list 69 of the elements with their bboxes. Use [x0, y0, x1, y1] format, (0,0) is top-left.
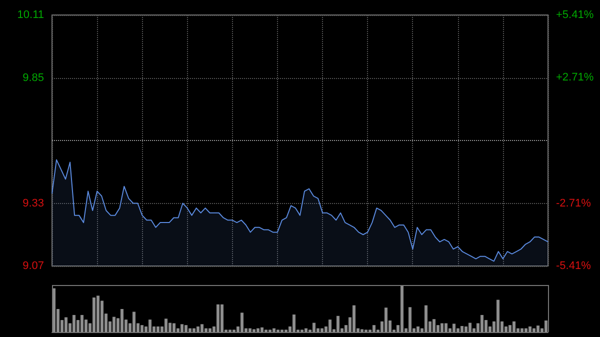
bar: [168, 322, 172, 332]
bar: [312, 322, 316, 332]
bar: [140, 325, 144, 332]
bar: [292, 314, 296, 332]
bar: [252, 329, 256, 332]
bar: [156, 326, 160, 332]
bar: [188, 328, 192, 332]
bar: [416, 326, 420, 332]
bar: [512, 321, 516, 332]
bar: [248, 328, 252, 332]
y-tick-label: 9.07: [22, 260, 44, 272]
bar: [480, 314, 484, 332]
bar: [408, 307, 412, 332]
bar: [112, 316, 116, 332]
bar: [184, 325, 188, 332]
bar: [464, 326, 468, 332]
bar: [536, 326, 540, 332]
y2-tick-label: -2.71%: [556, 197, 592, 210]
bar: [532, 328, 536, 332]
bar: [92, 298, 96, 332]
bar: [452, 324, 456, 332]
bar: [360, 329, 364, 332]
bar: [120, 309, 124, 332]
bar: [80, 314, 84, 332]
bar: [240, 312, 244, 332]
bar: [508, 325, 512, 332]
bar: [336, 316, 340, 332]
bar: [424, 305, 428, 332]
bar: [204, 328, 208, 332]
bar: [216, 304, 220, 332]
bar: [440, 323, 444, 332]
bar: [196, 326, 200, 332]
y-tick-label: 9.33: [22, 197, 44, 210]
bar: [132, 312, 136, 332]
bar: [172, 323, 176, 332]
bar: [528, 326, 532, 332]
y2-tick-label: +5.41%: [556, 9, 594, 21]
bar: [520, 328, 524, 332]
bar: [164, 318, 168, 332]
y-tick-label: 10.11: [17, 9, 44, 21]
y2-tick-label: -5.41%: [556, 260, 592, 272]
bar: [220, 304, 224, 332]
bar: [384, 308, 388, 332]
y-tick-label: 9.85: [22, 72, 44, 84]
bar: [304, 328, 308, 332]
bar: [208, 328, 212, 332]
bar: [96, 296, 100, 332]
bar: [444, 323, 448, 332]
bar: [64, 317, 68, 332]
y2-tick-label: +2.71%: [556, 72, 594, 84]
bar: [524, 328, 528, 332]
bar: [72, 314, 76, 332]
bar: [328, 320, 332, 332]
bar: [272, 328, 276, 332]
bar: [352, 305, 356, 332]
bar: [400, 286, 404, 332]
bar: [372, 325, 376, 332]
bar: [468, 322, 472, 332]
bar: [460, 326, 464, 332]
bar: [544, 320, 548, 332]
bar: [192, 328, 196, 332]
bar: [256, 328, 260, 332]
bar: [200, 324, 204, 332]
bar: [180, 324, 184, 332]
bar: [260, 327, 264, 332]
bar: [320, 328, 324, 332]
bar: [432, 319, 436, 332]
bar: [496, 300, 500, 332]
bar: [148, 320, 152, 332]
